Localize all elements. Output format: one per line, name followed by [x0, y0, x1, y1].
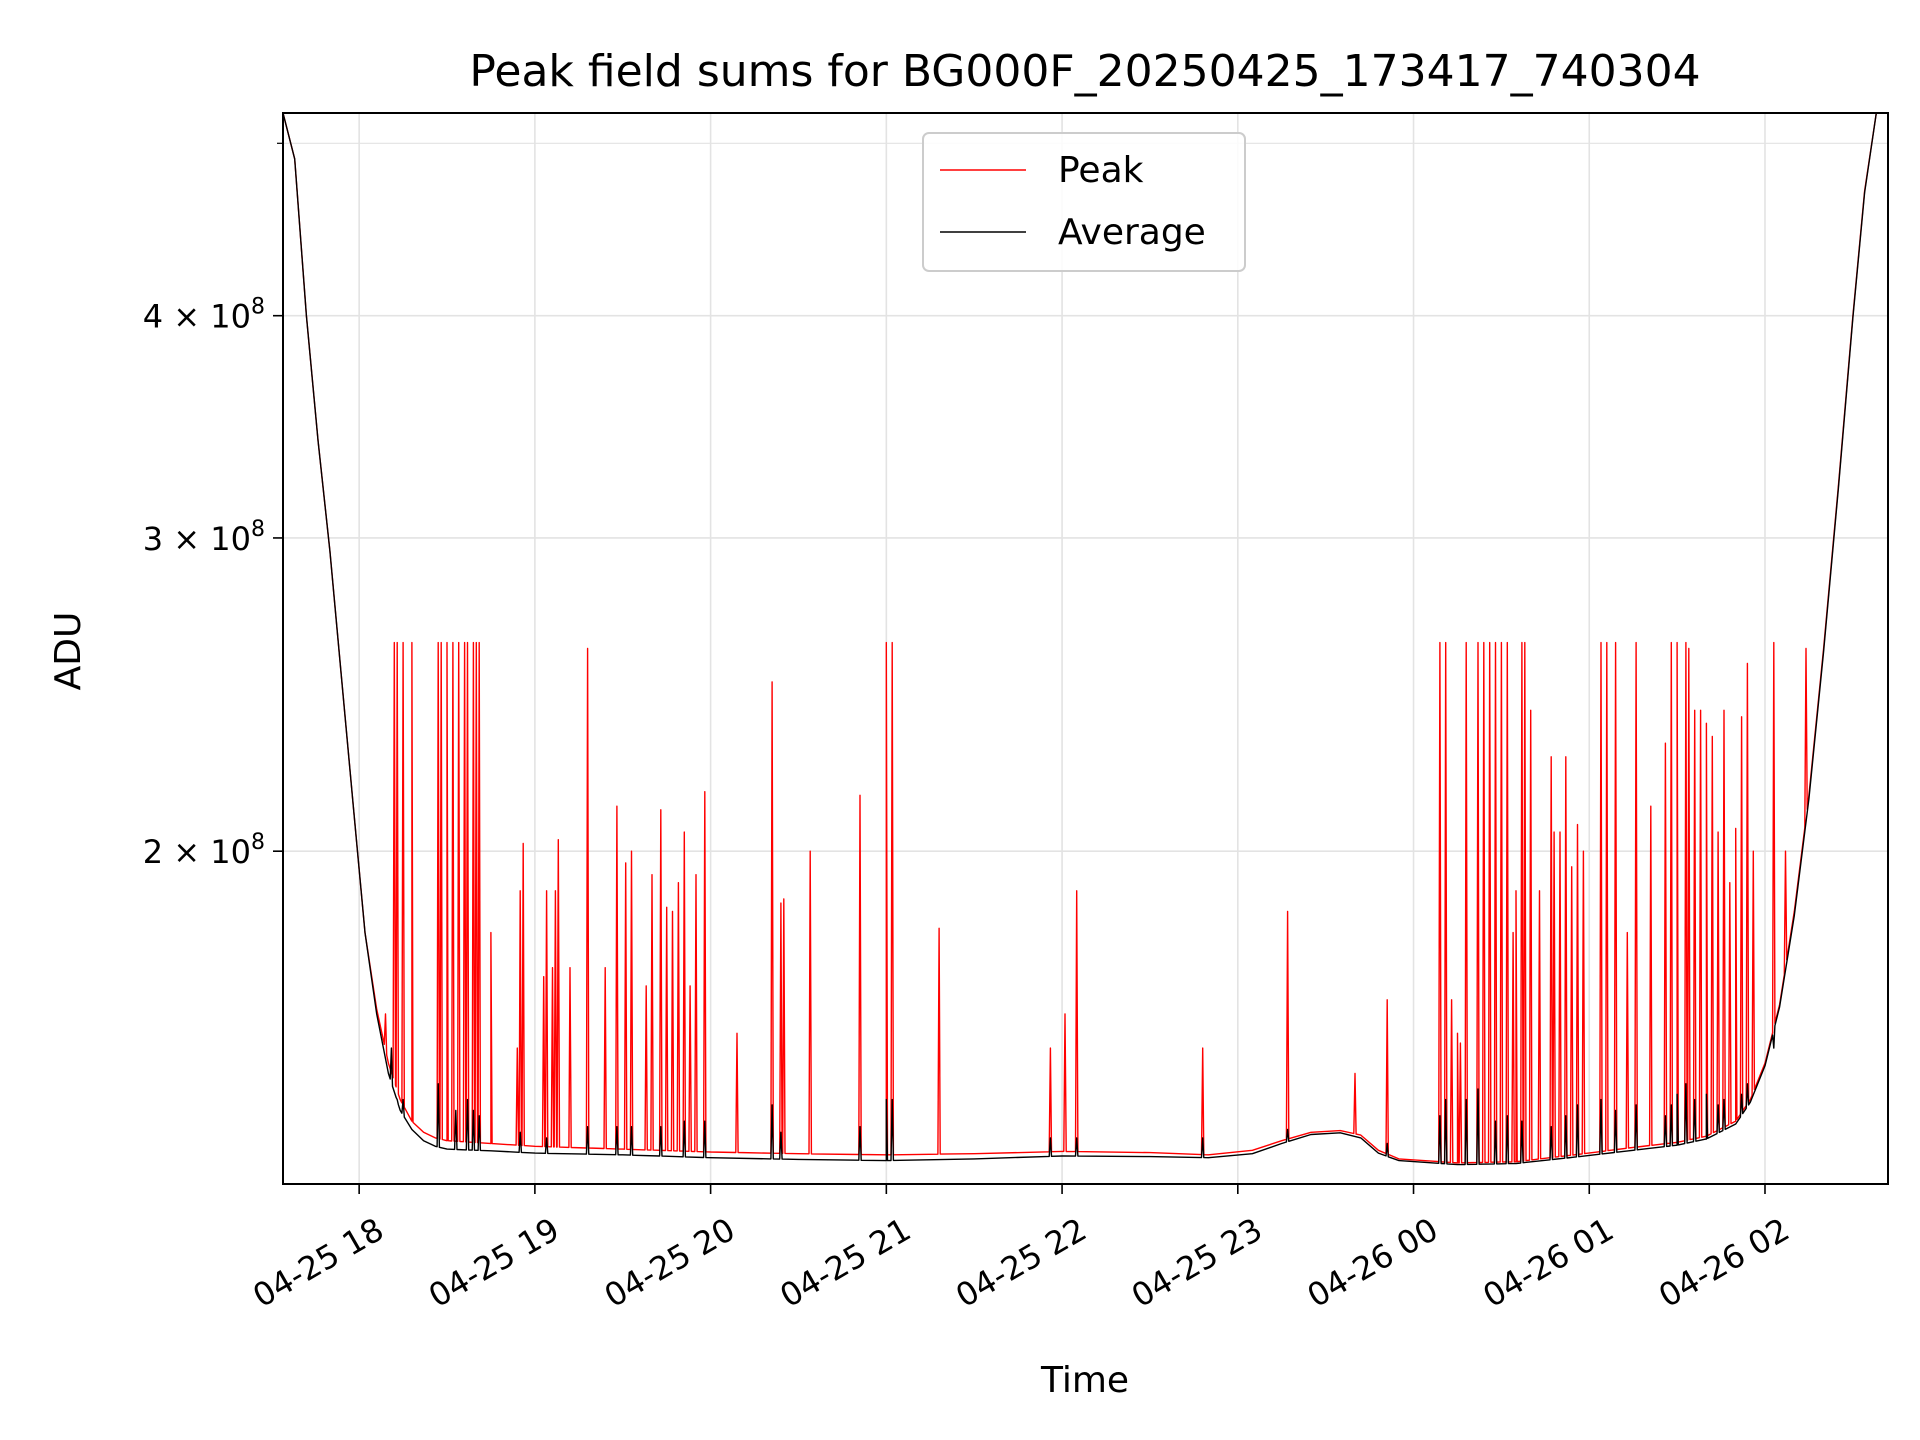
plot-frame	[282, 112, 1889, 1185]
legend: Peak Average	[922, 132, 1246, 272]
y-tick-label: 4 × 108	[143, 295, 265, 336]
x-tick-label: 04-25 18	[246, 1210, 390, 1315]
legend-average-label: Average	[1058, 212, 1206, 253]
series-line-peak	[283, 113, 1888, 1164]
chart-title: Peak field sums for BG000F_20250425_1734…	[469, 46, 1700, 97]
x-tick-label: 04-25 23	[1125, 1210, 1269, 1315]
x-axis-label: Time	[1040, 1360, 1129, 1401]
y-axis-label: ADU	[48, 612, 89, 691]
x-tick-label: 04-25 21	[774, 1210, 918, 1315]
x-tick-label: 04-26 02	[1652, 1210, 1796, 1315]
x-tick-label: 04-25 22	[949, 1210, 1093, 1315]
x-tick-label: 04-26 01	[1476, 1210, 1620, 1315]
legend-peak-label: Peak	[1058, 150, 1144, 191]
plot-series	[283, 113, 1888, 1166]
x-axis-ticks: 04-25 18 04-25 19 04-25 20 04-25 21 04-25 22…	[246, 1184, 1796, 1315]
y-tick-label: 3 × 108	[143, 517, 265, 558]
y-axis-ticks: 2 × 108 3 × 108 4 × 108	[143, 142, 283, 871]
y-tick-label: 2 × 108	[143, 830, 265, 871]
x-tick-label: 04-25 20	[598, 1210, 742, 1315]
series-line-average	[283, 113, 1888, 1166]
legend-box	[922, 132, 1246, 272]
x-tick-label: 04-25 19	[422, 1210, 566, 1315]
x-tick-label: 04-26 00	[1301, 1210, 1445, 1315]
